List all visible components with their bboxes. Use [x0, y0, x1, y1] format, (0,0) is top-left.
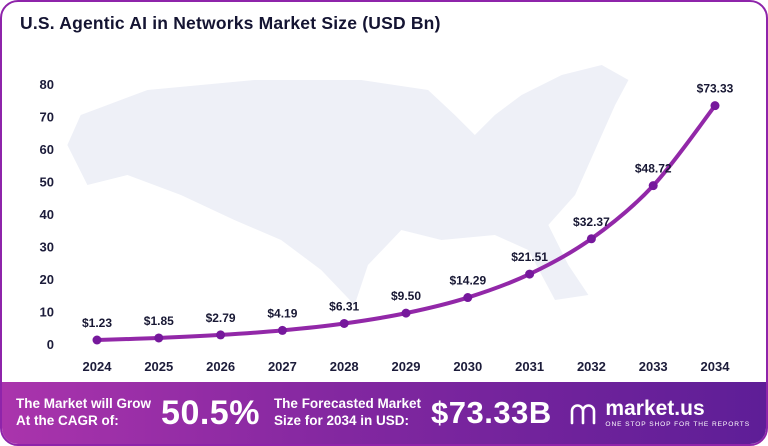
x-tick-label: 2024 [83, 359, 113, 374]
data-point [339, 318, 349, 328]
y-tick-label: 10 [40, 305, 54, 320]
data-point-label: $4.19 [267, 306, 297, 320]
data-point-label: $73.33 [697, 82, 734, 96]
y-tick-label: 40 [40, 207, 54, 222]
data-point [154, 333, 164, 343]
cagr-value: 50.5% [161, 393, 260, 432]
data-point-label: $2.79 [206, 311, 236, 325]
brand-tagline: ONE STOP SHOP FOR THE REPORTS [605, 420, 750, 428]
data-point-label: $48.72 [635, 162, 672, 176]
us-map-shape [67, 65, 629, 305]
data-point-label: $32.37 [573, 215, 610, 229]
cagr-label: The Market will Grow At the CAGR of: [16, 396, 152, 428]
data-point [463, 293, 473, 303]
footer-banner: The Market will Grow At the CAGR of: 50.… [2, 382, 766, 444]
data-point [586, 234, 596, 244]
chart-line [95, 103, 717, 343]
brand-text: market.us ONE STOP SHOP FOR THE REPORTS [605, 398, 750, 429]
data-point-label: $1.23 [82, 316, 112, 330]
data-point [92, 335, 102, 345]
x-tick-label: 2032 [577, 359, 606, 374]
x-tick-label: 2028 [330, 359, 359, 374]
data-point-label: $1.85 [144, 314, 174, 328]
x-tick-label: 2033 [639, 359, 668, 374]
x-tick-label: 2029 [392, 359, 421, 374]
x-tick-label: 2026 [206, 359, 235, 374]
data-point-label: $6.31 [329, 299, 359, 313]
brand-name: market.us [605, 396, 705, 420]
x-tick-label: 2031 [515, 359, 544, 374]
forecast-label: The Forecasted Market Size for 2034 in U… [273, 396, 421, 428]
x-tick-label: 2027 [268, 359, 297, 374]
brand-logo[interactable]: market.us ONE STOP SHOP FOR THE REPORTS [568, 398, 750, 429]
y-tick-label: 50 [40, 175, 54, 190]
y-tick-label: 20 [40, 272, 54, 287]
x-tick-label: 2034 [701, 359, 731, 374]
y-tick-label: 30 [40, 240, 54, 255]
data-point [277, 325, 287, 335]
data-point-label: $9.50 [391, 289, 421, 303]
market-us-icon [571, 404, 596, 425]
us-map-silhouette [54, 60, 722, 360]
y-tick-label: 0 [47, 337, 54, 352]
y-tick-label: 80 [40, 77, 54, 92]
data-point-label: $21.51 [511, 250, 548, 264]
y-tick-label: 60 [40, 142, 54, 157]
data-point [710, 101, 720, 111]
y-tick-label: 70 [40, 110, 54, 125]
data-point [401, 308, 411, 318]
data-point [216, 330, 226, 340]
x-tick-label: 2025 [144, 359, 173, 374]
forecast-value: $73.33B [431, 395, 552, 430]
data-point-label: $14.29 [449, 274, 486, 288]
chart-title: U.S. Agentic AI in Networks Market Size … [20, 13, 441, 33]
data-point [648, 181, 658, 191]
data-point [525, 269, 535, 279]
x-tick-label: 2030 [453, 359, 482, 374]
